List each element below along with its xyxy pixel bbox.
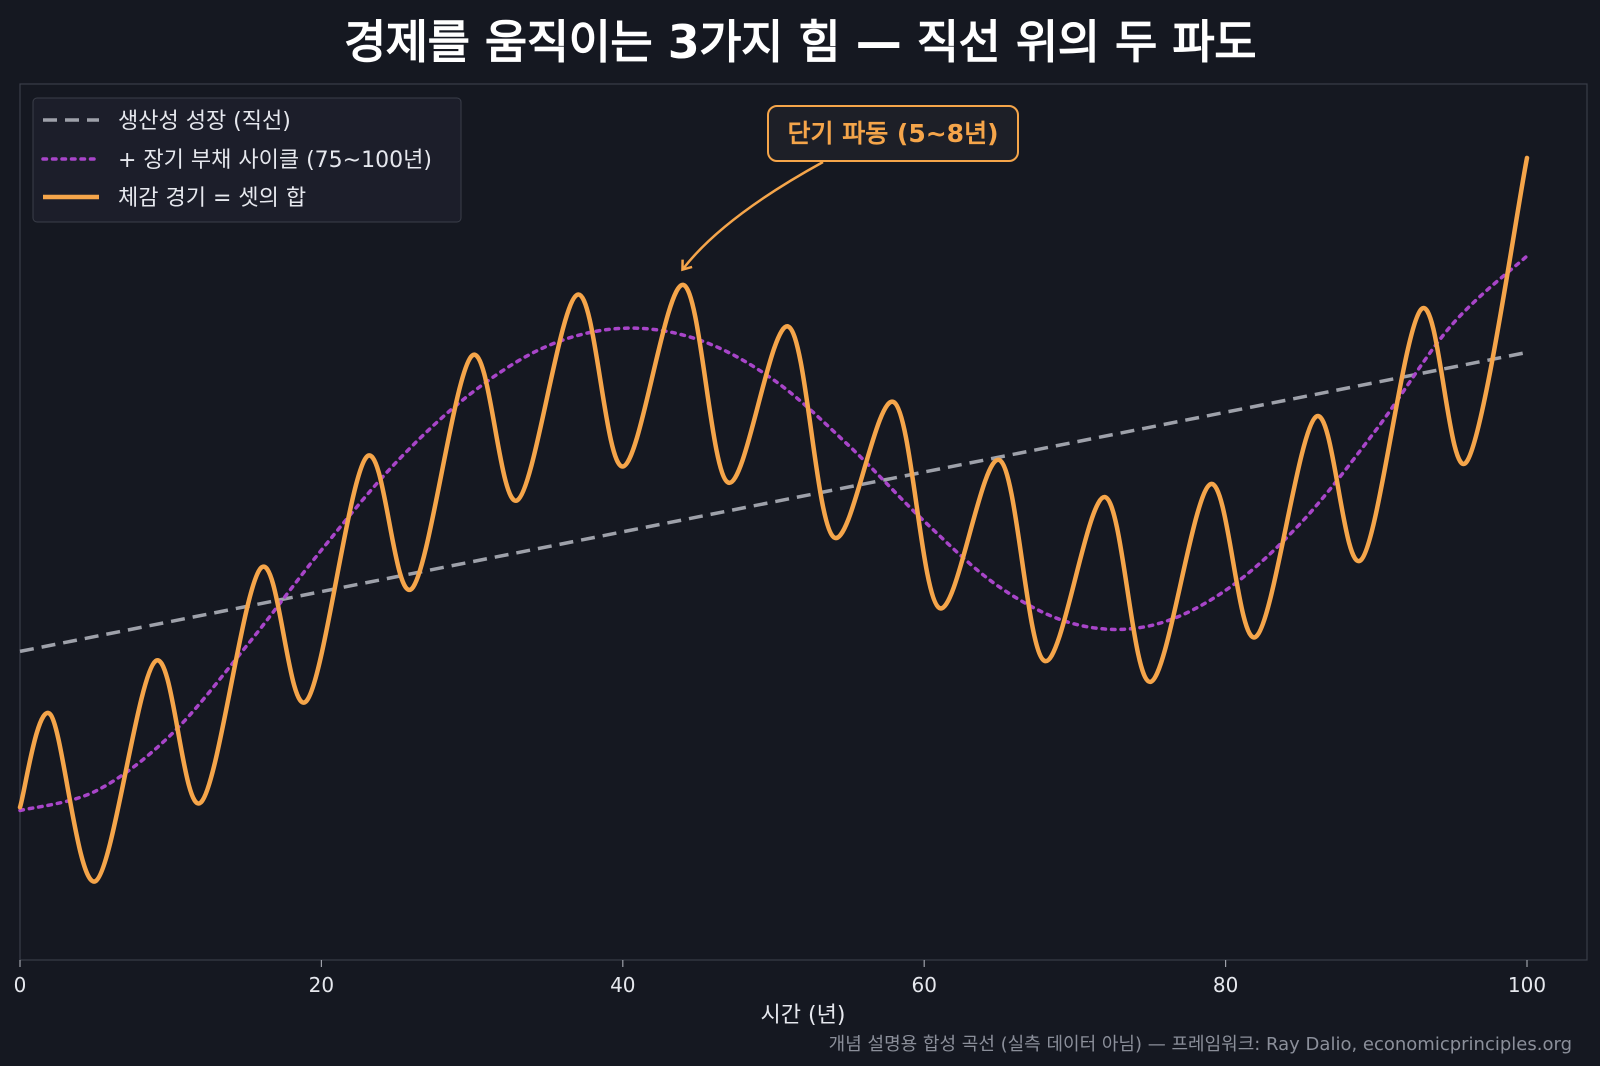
x-tick-label: 60	[911, 973, 936, 997]
x-tick-label: 100	[1508, 973, 1546, 997]
series-line-long-cycle	[18, 254, 1529, 813]
series-line-trend	[19, 350, 1528, 654]
annotation: 단기 파동 (5~8년)	[681, 105, 1019, 272]
legend-label-trend: 생산성 성장 (직선)	[118, 109, 291, 134]
x-axis-label: 시간 (년)	[761, 1003, 846, 1028]
footnote: 개념 설명용 합성 곡선 (실측 데이터 아님) — 프레임워크: Ray Da…	[829, 1034, 1572, 1055]
legend-label-total: 체감 경기 = 셋의 합	[118, 186, 306, 211]
plot-area	[19, 83, 1588, 961]
legend-box	[32, 97, 462, 223]
annotation-box	[767, 105, 1019, 162]
x-tick-label: 20	[309, 973, 334, 997]
annotation-arrow	[681, 160, 824, 272]
x-tick-label: 40	[610, 973, 635, 997]
series-line-total	[17, 155, 1530, 884]
chart-title: 경제를 움직이는 3가지 힘 — 직선 위의 두 파도	[343, 15, 1257, 69]
x-axis: 0 20 40 60 80 100	[14, 960, 1546, 997]
x-tick-label: 80	[1213, 973, 1238, 997]
legend: 생산성 성장 (직선) + 장기 부채 사이클 (75~100년) 체감 경기 …	[32, 97, 462, 223]
legend-label-long-cycle: + 장기 부채 사이클 (75~100년)	[118, 148, 432, 173]
series-layer	[17, 155, 1530, 884]
x-tick-label: 0	[14, 973, 27, 997]
annotation-label: 단기 파동 (5~8년)	[788, 119, 999, 148]
